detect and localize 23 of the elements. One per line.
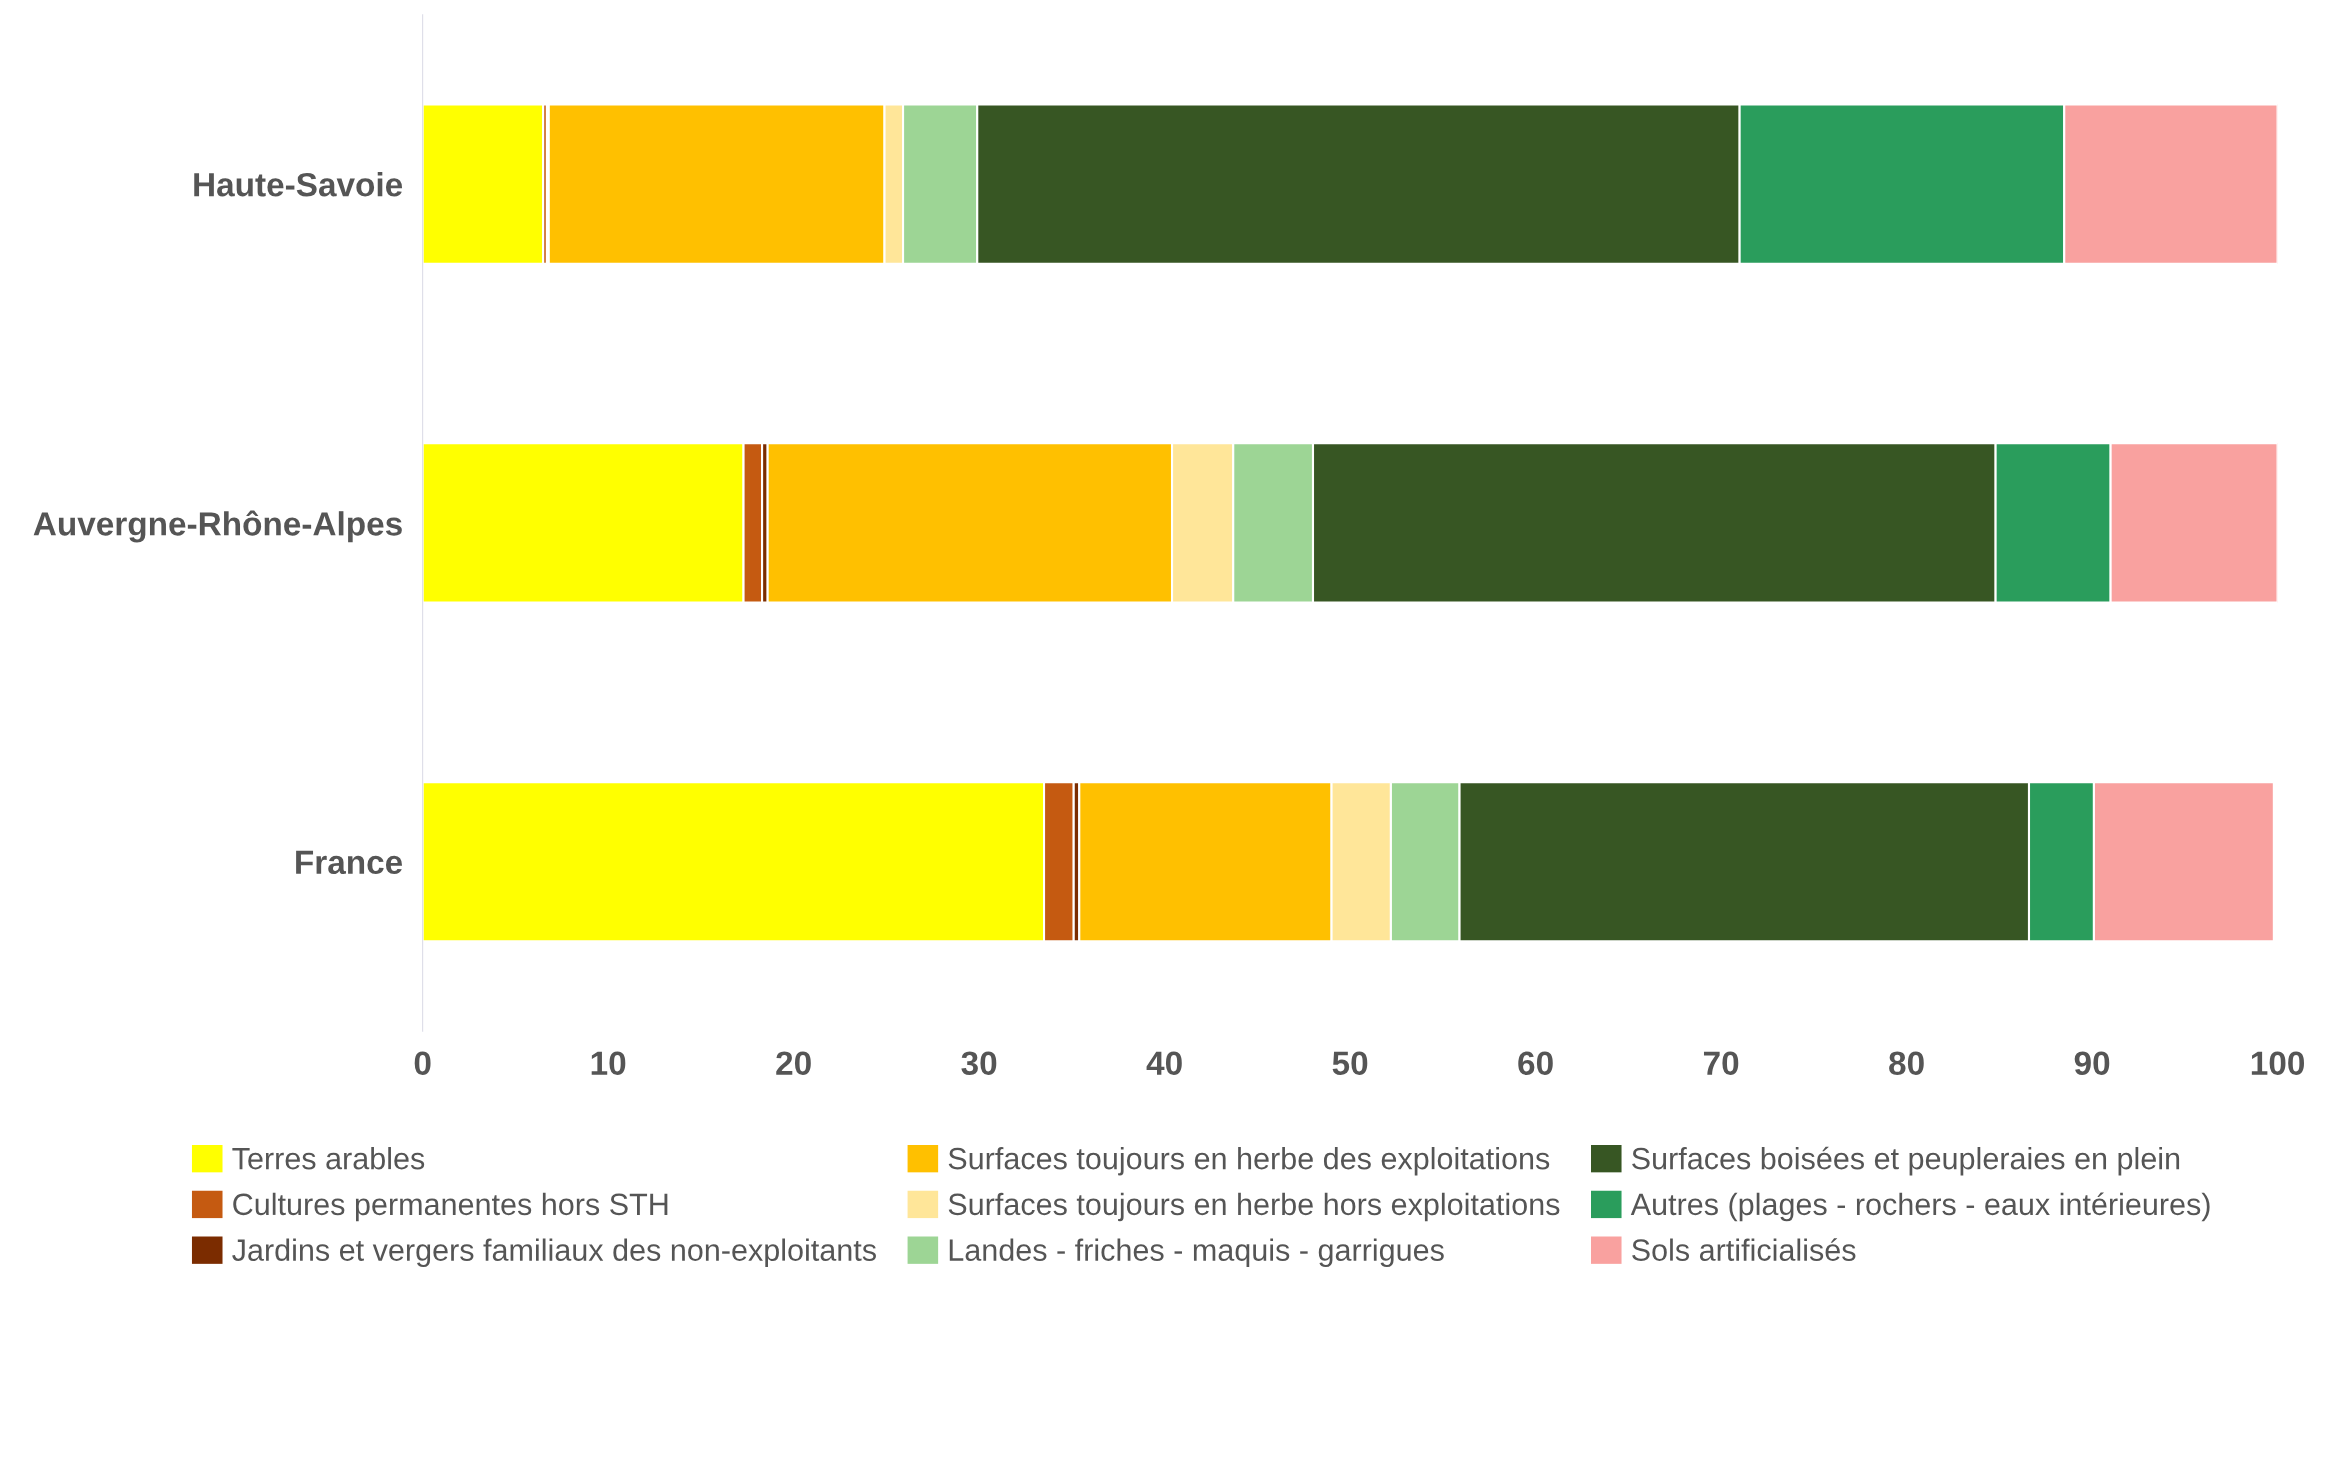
x-tick-label: 0 <box>414 1051 431 1076</box>
legend-label: Surfaces toujours en herbe des exploitations <box>948 1146 1550 1176</box>
legend-label: Surfaces toujours en herbe hors exploitations <box>948 1192 1560 1222</box>
x-tick-label: 90 <box>2074 1051 2110 1076</box>
x-tick-label: 60 <box>1518 1051 1553 1076</box>
y-tick-label: France <box>296 850 403 875</box>
x-tick-label: 40 <box>1146 1051 1182 1076</box>
legend-label: Jardins et vergers familiaux des non-exploitants <box>232 1238 876 1267</box>
y-tick-label: Auvergne-Rhône-Alpes <box>33 510 402 543</box>
y-tick-label: Haute-Savoie <box>194 172 403 197</box>
x-tick-label: 10 <box>591 1051 626 1076</box>
legend-label: Terres arables <box>232 1146 425 1170</box>
legend-label: Surfaces boisées et peupleraies en plein <box>1632 1146 2180 1176</box>
x-tick-label: 30 <box>961 1051 997 1076</box>
x-tick-label: 80 <box>1889 1051 1924 1076</box>
x-tick-label: 100 <box>2251 1051 2304 1076</box>
legend-label: Landes - friches - maquis - garrigues <box>949 1238 1444 1267</box>
legend-label: Autres (plages - rochers - eaux intérieures) <box>1630 1192 2210 1222</box>
legend-label: Cultures permanentes hors STH <box>233 1192 668 1222</box>
x-tick-label: 20 <box>776 1051 811 1076</box>
x-tick-label: 50 <box>1332 1051 1368 1076</box>
x-tick-label: 70 <box>1703 1051 1739 1076</box>
legend-label: Sols artificialisés <box>1632 1238 1856 1261</box>
